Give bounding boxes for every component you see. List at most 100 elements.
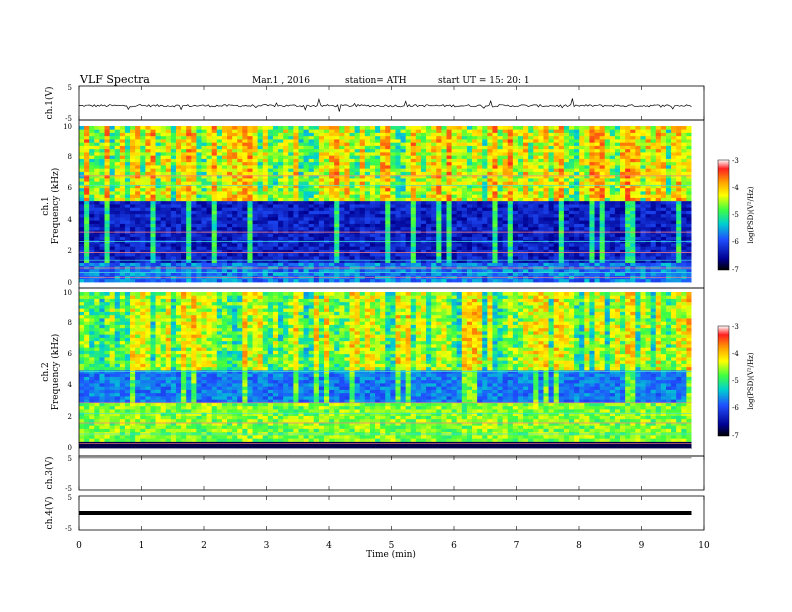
spectrogram-cell xyxy=(298,204,304,208)
spectrogram-cell xyxy=(201,197,207,202)
spectrogram-cell xyxy=(201,200,207,205)
spectrogram-cell xyxy=(385,197,391,202)
spectrogram-cell xyxy=(155,174,162,179)
spectrogram-cell xyxy=(472,191,478,195)
spectrogram-cell xyxy=(589,236,595,241)
spectrogram-cell xyxy=(94,213,100,218)
spectrogram-cell xyxy=(400,220,407,224)
spectrogram-cell xyxy=(441,161,447,166)
spectrogram-cell xyxy=(191,142,197,146)
spectrogram-cell xyxy=(196,262,202,267)
spectrogram-cell xyxy=(477,265,483,270)
spectrogram-cell xyxy=(84,265,90,270)
spectrogram-cell xyxy=(181,168,187,172)
spectrogram-cell xyxy=(227,126,233,130)
spectrogram-cell xyxy=(313,129,320,133)
spectrogram-cell xyxy=(145,135,151,140)
spectrogram-cell xyxy=(512,278,519,283)
spectrogram-cell xyxy=(584,217,590,221)
spectrogram-cell xyxy=(523,278,529,283)
spectrogram-cell xyxy=(477,142,483,146)
spectrogram-cell xyxy=(395,187,401,192)
spectrogram-cell xyxy=(175,197,182,202)
spectrogram-cell xyxy=(206,210,213,215)
spectrogram-cell xyxy=(354,174,361,179)
spectrogram-cell xyxy=(175,223,182,228)
spectrogram-cell xyxy=(211,223,218,228)
spectrogram-cell xyxy=(563,272,570,276)
spectrogram-cell xyxy=(298,171,304,176)
spectrogram-cell xyxy=(344,217,350,221)
spectrogram-cell xyxy=(79,165,85,169)
spectrogram-cell xyxy=(390,223,396,228)
spectrogram-cell xyxy=(237,165,243,169)
spectrogram-cell xyxy=(364,236,371,241)
spectrogram-cell xyxy=(247,220,253,224)
spectrogram-cell xyxy=(114,233,121,237)
spectrogram-cell xyxy=(313,213,320,218)
spectrogram-cell xyxy=(604,207,611,211)
spectrogram-cell xyxy=(359,168,366,172)
spectrogram-cell xyxy=(466,165,473,169)
spectrogram-cell xyxy=(553,207,560,211)
spectrogram-cell xyxy=(165,259,172,263)
spectrogram-cell xyxy=(390,191,396,195)
spectrogram-cell xyxy=(99,126,105,130)
spectrogram-cell xyxy=(84,223,90,228)
spectrogram-cell xyxy=(517,184,524,189)
spectrogram-cell xyxy=(334,246,340,250)
spectrogram-cell xyxy=(528,194,534,198)
spectrogram-cell xyxy=(369,132,376,137)
spectrogram-cell xyxy=(329,181,335,185)
spectrogram-cell xyxy=(109,265,116,270)
spectrogram-cell xyxy=(466,210,473,215)
spectrogram-cell xyxy=(339,135,345,140)
spectrogram-cell xyxy=(84,217,90,221)
spectrogram-cell xyxy=(420,187,427,192)
spectrogram-cell xyxy=(272,210,279,215)
spectrogram-cell xyxy=(165,155,172,159)
spectrogram-cell xyxy=(375,168,381,172)
spectrogram-cell xyxy=(181,161,187,166)
spectrogram-cell xyxy=(272,256,279,260)
spectrogram-cell xyxy=(334,165,340,169)
spectrogram-cell xyxy=(344,246,350,250)
spectrogram-cell xyxy=(538,252,544,257)
spectrogram-cell xyxy=(313,252,320,257)
spectrogram-cell xyxy=(390,243,396,247)
spectrogram-cell xyxy=(175,217,182,221)
spectrogram-cell xyxy=(339,204,345,208)
spectrogram-cell xyxy=(89,132,95,137)
spectrogram-cell xyxy=(553,213,560,218)
spectrogram-cell xyxy=(456,152,463,156)
spectrogram-cell xyxy=(528,135,534,140)
spectrogram-cell xyxy=(150,187,156,192)
spectrogram-cell xyxy=(267,145,274,150)
spectrogram-cell xyxy=(99,226,105,231)
spectrogram-cell xyxy=(267,158,274,163)
spectrogram-cell xyxy=(293,220,299,224)
spectrogram-cell xyxy=(349,252,356,257)
ch1-ytick-bottom: -5 xyxy=(65,115,72,123)
spectrogram-cell xyxy=(186,165,192,169)
spectrogram-cell xyxy=(186,220,192,224)
spectrogram-cell xyxy=(130,191,136,195)
spectrogram-cell xyxy=(196,126,202,130)
spectrogram-cell xyxy=(380,272,386,276)
spectrogram-cell xyxy=(211,197,218,202)
spectrogram-cell xyxy=(196,155,202,159)
spectrogram-cell xyxy=(523,178,529,182)
spectrogram-cell xyxy=(482,187,488,192)
spectrogram-cell xyxy=(594,135,601,140)
spectrogram-cell xyxy=(436,174,442,179)
spectrogram-cell xyxy=(569,272,575,276)
spectrogram-cell xyxy=(283,204,289,208)
spectrogram-cell xyxy=(216,191,223,195)
spectrogram-cell xyxy=(79,226,85,231)
spectrogram-cell xyxy=(497,178,504,182)
spectrogram-cell xyxy=(135,197,141,202)
spectrogram-cell xyxy=(201,129,207,133)
spectrogram-cell xyxy=(89,139,95,143)
spectrogram-cell xyxy=(390,226,396,231)
spectrogram-cell xyxy=(165,181,172,185)
